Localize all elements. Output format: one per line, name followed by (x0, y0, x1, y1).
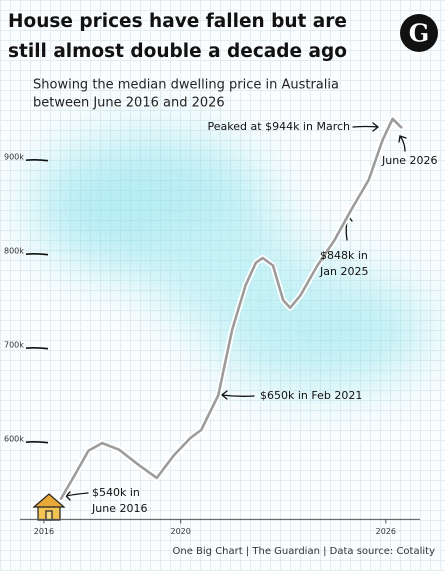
annotation: $650k in Feb 2021 (260, 389, 362, 402)
annotation: June 2016 (91, 502, 147, 515)
y-tick-label: 700k (4, 341, 24, 350)
annotation: Jan 2025 (319, 265, 368, 278)
title-line: still almost double a decade ago (8, 41, 347, 62)
x-tick-label: 2020 (171, 527, 191, 536)
logo: G (409, 19, 430, 48)
annotation: $540k in (92, 486, 140, 499)
y-tick-label: 800k (4, 247, 24, 256)
source: One Big Chart | The Guardian | Data sour… (172, 546, 435, 557)
y-tick-mark (25, 441, 49, 444)
line (59, 117, 403, 500)
logo-circle (400, 14, 438, 52)
annotation: $848k in (320, 249, 368, 262)
x-tick-label: 2016 (34, 527, 54, 536)
annotation: June 2026 (381, 154, 437, 167)
y-tick-mark (25, 253, 49, 256)
y-tick-label: 600k (4, 435, 24, 444)
y-tick-label: 900k (4, 153, 24, 162)
title-line: House prices have fallen but are (8, 11, 347, 32)
subtitle-line: between June 2016 and 2026 (33, 96, 225, 111)
background-blob (30, 135, 430, 390)
annotation: Peaked at $944k in March (208, 120, 350, 133)
house-icon (32, 493, 66, 521)
y-tick-mark (25, 347, 49, 350)
x-tick-label: 2026 (376, 527, 396, 536)
subtitle-line: Showing the median dwelling price in Aus… (33, 78, 339, 93)
y-tick-mark (25, 159, 49, 162)
